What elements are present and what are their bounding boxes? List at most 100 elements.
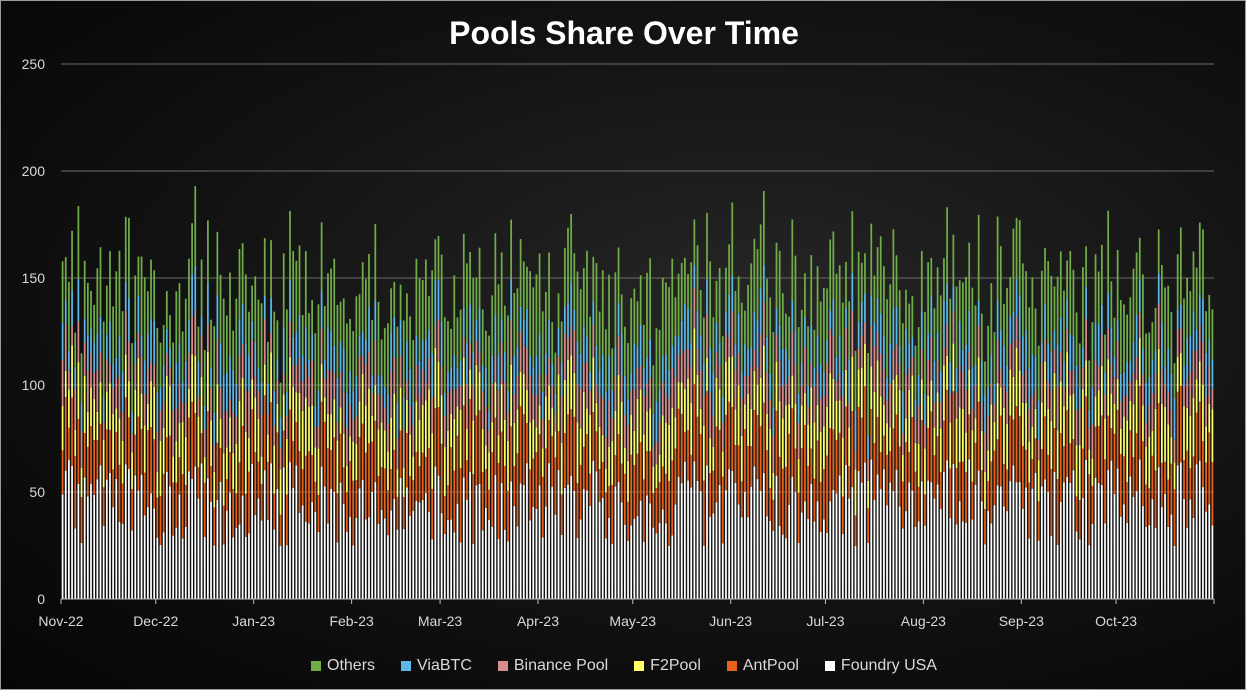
bar-segment [661, 466, 664, 510]
bar-segment [109, 429, 111, 473]
bar-segment [203, 405, 206, 430]
legend-item: ViaBTC [401, 657, 472, 675]
bar-segment [917, 327, 920, 375]
bar-segment [582, 446, 585, 489]
bar-segment [841, 370, 844, 397]
bar-segment [933, 498, 936, 599]
bar-segment [210, 420, 212, 467]
bar-segment [235, 443, 238, 494]
bar-segment [1022, 508, 1024, 599]
bar-segment [813, 422, 816, 479]
bar-segment [200, 335, 203, 378]
bar-segment [169, 315, 171, 349]
bar-segment [579, 519, 582, 599]
bar-segment [627, 501, 629, 541]
bar-segment [845, 307, 847, 328]
bar-segment [1028, 538, 1031, 599]
bar-segment [1202, 229, 1204, 299]
bar-segment [582, 363, 585, 392]
bar-segment [889, 343, 892, 384]
bar-segment [823, 426, 825, 470]
bar-segment [1012, 376, 1015, 420]
bar-segment [586, 408, 588, 435]
bar-segment [443, 447, 446, 497]
bar-segment [124, 281, 127, 311]
bar-segment [229, 356, 231, 400]
bar-segment [159, 387, 162, 411]
bar-segment [415, 258, 418, 336]
bar-segment [993, 505, 996, 599]
bar-segment [712, 317, 715, 373]
bar-segment [526, 347, 528, 390]
bar-segment [538, 405, 541, 435]
bar-segment [131, 489, 133, 531]
bar-segment [1167, 424, 1170, 480]
bar-segment [1031, 396, 1034, 427]
bar-segment [756, 384, 759, 416]
bar-segment [753, 410, 756, 467]
bar-segment [990, 523, 993, 599]
bar-segment [952, 234, 955, 287]
bar-segment [339, 372, 342, 408]
bar-segment [709, 516, 712, 599]
bar-segment [936, 436, 939, 485]
bar-segment [241, 425, 244, 496]
bar-segment [251, 320, 253, 340]
bar-segment [361, 331, 364, 356]
bar-segment [497, 462, 500, 539]
bar-segment [421, 452, 424, 500]
bar-segment [118, 418, 121, 465]
bar-segment [592, 325, 595, 358]
bar-segment [807, 406, 809, 425]
bar-segment [1009, 415, 1012, 482]
bar-segment [178, 457, 181, 495]
bar-segment [1044, 304, 1046, 340]
bar-segment [639, 500, 642, 599]
bar-segment [361, 479, 364, 599]
bar-segment [652, 365, 655, 414]
bar-segment [1107, 470, 1110, 599]
bar-segment [810, 255, 813, 326]
bar-segment [424, 400, 427, 457]
legend-swatch [311, 661, 322, 671]
bar-segment [1091, 322, 1094, 387]
bar-segment [352, 331, 355, 391]
bar-segment [633, 389, 636, 431]
bar-segment [295, 260, 298, 332]
bar-segment [282, 394, 285, 431]
bar-segment [279, 514, 282, 546]
bar-segment [1022, 403, 1024, 447]
bar-segment [1091, 386, 1094, 425]
bar-segment [734, 445, 737, 483]
bar-segment [61, 359, 64, 407]
bar-segment [573, 309, 576, 331]
bar-segment [617, 335, 620, 375]
bar-segment [624, 375, 626, 416]
bar-segment [573, 490, 576, 599]
bar-segment [437, 280, 440, 320]
bar-segment [387, 323, 389, 394]
bar-segment [494, 417, 497, 475]
bar-segment [759, 490, 762, 599]
bar-segment [314, 481, 317, 512]
bar-segment [323, 359, 326, 379]
bar-segment [368, 388, 370, 444]
bar-segment [617, 247, 620, 303]
bar-segment [301, 381, 304, 411]
bar-segment [560, 494, 563, 535]
bar-segment [639, 389, 642, 443]
bar-segment [883, 404, 885, 436]
bar-segment [800, 405, 803, 449]
bar-segment [1047, 342, 1050, 381]
bar-segment [548, 252, 550, 320]
bar-segment [485, 367, 487, 406]
bar-segment [614, 272, 617, 348]
bar-segment [175, 362, 178, 409]
bar-segment [674, 504, 677, 599]
bar-segment [1100, 365, 1103, 416]
bar-segment [232, 330, 235, 370]
bar-segment [813, 478, 816, 522]
bar-segment [854, 409, 857, 452]
bar-segment [207, 220, 209, 283]
bar-segment [772, 530, 775, 599]
